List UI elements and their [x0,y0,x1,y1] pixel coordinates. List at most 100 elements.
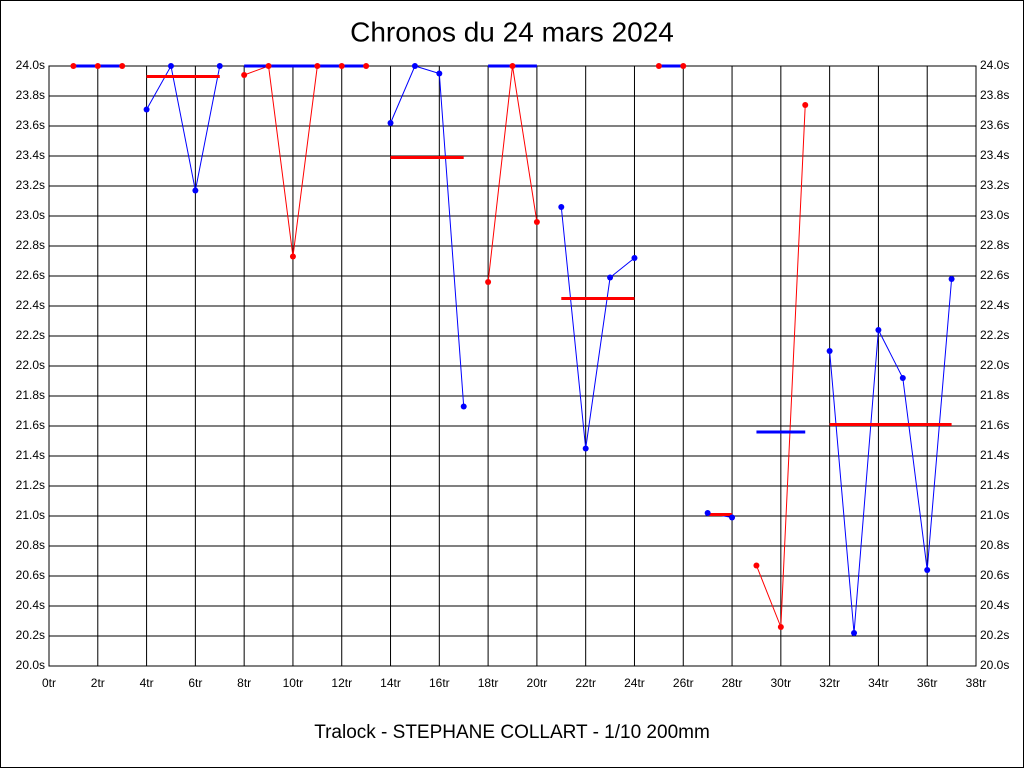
y-tick-label: 21.4s [16,448,45,462]
data-point [192,187,199,194]
y-tick-label: 23.8s [16,88,45,102]
data-point [387,120,394,126]
y2-tick-label: 23.8s [980,88,1009,102]
x-tick-label: 28tr [722,676,743,690]
y2-tick-label: 23.2s [980,178,1009,192]
y2-tick-label: 20.0s [980,658,1009,672]
data-point [655,63,662,69]
x-tick-label: 30tr [770,676,791,690]
y-tick-label: 23.6s [16,118,45,132]
data-point [265,63,272,69]
y-tick-label: 20.0s [16,658,45,672]
y2-tick-label: 21.0s [980,508,1009,522]
y-tick-label: 20.6s [16,568,45,582]
data-point [289,253,296,260]
y2-tick-label: 21.8s [980,388,1009,402]
y-tick-label: 22.6s [16,268,45,282]
x-tick-label: 38tr [966,676,987,690]
x-tick-label: 6tr [188,676,202,690]
y-tick-label: 22.0s [16,358,45,372]
data-point [119,63,126,69]
data-point [875,327,882,333]
x-tick-label: 8tr [237,676,251,690]
data-point [899,375,906,381]
x-tick-label: 24tr [624,676,645,690]
chart-title: Chronos du 24 mars 2024 [350,16,674,47]
x-tick-label: 10tr [283,676,304,690]
y2-tick-label: 21.4s [980,448,1009,462]
y2-tick-label: 22.2s [980,328,1009,342]
x-tick-label: 16tr [429,676,450,690]
data-point [436,70,443,77]
x-tick-label: 0tr [42,676,56,690]
data-point [704,510,711,516]
data-point [729,514,736,521]
data-point [777,624,784,630]
y-tick-label: 20.2s [16,628,45,642]
y-tick-label: 22.4s [16,298,45,312]
series-line [390,65,465,407]
data-point [167,63,174,69]
x-tick-label: 20tr [527,676,548,690]
data-point [948,276,955,282]
series-line [560,206,635,449]
data-point [216,63,223,69]
series-line [829,278,953,634]
data-point [411,63,418,69]
y2-tick-label: 24.0s [980,58,1009,72]
data-point [70,63,77,69]
y-tick-label: 23.0s [16,208,45,222]
y-tick-label: 20.4s [16,598,45,612]
x-tick-label: 2tr [91,676,105,690]
x-tick-label: 22tr [575,676,596,690]
x-tick-label: 18tr [478,676,499,690]
data-point [558,204,565,210]
data-point [314,63,321,69]
y-tick-label: 21.0s [16,508,45,522]
data-point [485,279,492,285]
y2-tick-label: 21.2s [980,478,1009,492]
y-tick-label: 20.8s [16,538,45,552]
y2-tick-label: 20.6s [980,568,1009,582]
x-tick-label: 32tr [819,676,840,690]
data-point [533,219,540,225]
x-tick-label: 4tr [140,676,154,690]
data-point [94,63,101,69]
y-tick-label: 21.2s [16,478,45,492]
data-point [460,403,467,410]
y-tick-label: 21.8s [16,388,45,402]
y-tick-label: 23.2s [16,178,45,192]
data-point [143,106,150,113]
y-tick-label: 24.0s [16,58,45,72]
x-tick-label: 14tr [380,676,401,690]
x-tick-label: 26tr [673,676,694,690]
y2-tick-label: 22.6s [980,268,1009,282]
y2-tick-label: 22.0s [980,358,1009,372]
y2-tick-label: 22.4s [980,298,1009,312]
y2-tick-label: 20.4s [980,598,1009,612]
y2-tick-label: 22.8s [980,238,1009,252]
data-point [851,630,858,636]
y-tick-label: 21.6s [16,418,45,432]
y2-tick-label: 20.8s [980,538,1009,552]
y2-tick-label: 21.6s [980,418,1009,432]
data-point [631,255,638,261]
y-tick-label: 23.4s [16,148,45,162]
data-point [607,274,614,281]
y-tick-label: 22.2s [16,328,45,342]
y-tick-label: 22.8s [16,238,45,252]
x-axis-label: Tralock - STEPHANE COLLART - 1/10 200mm [314,722,710,743]
data-point [680,63,687,69]
data-point [924,567,931,573]
data-point [802,102,809,108]
data-point [363,63,370,69]
data-point [582,445,589,452]
x-tick-label: 34tr [868,676,889,690]
data-point [241,72,248,78]
y2-tick-label: 20.2s [980,628,1009,642]
x-tick-label: 36tr [917,676,938,690]
y2-tick-label: 23.0s [980,208,1009,222]
y2-tick-label: 23.4s [980,148,1009,162]
